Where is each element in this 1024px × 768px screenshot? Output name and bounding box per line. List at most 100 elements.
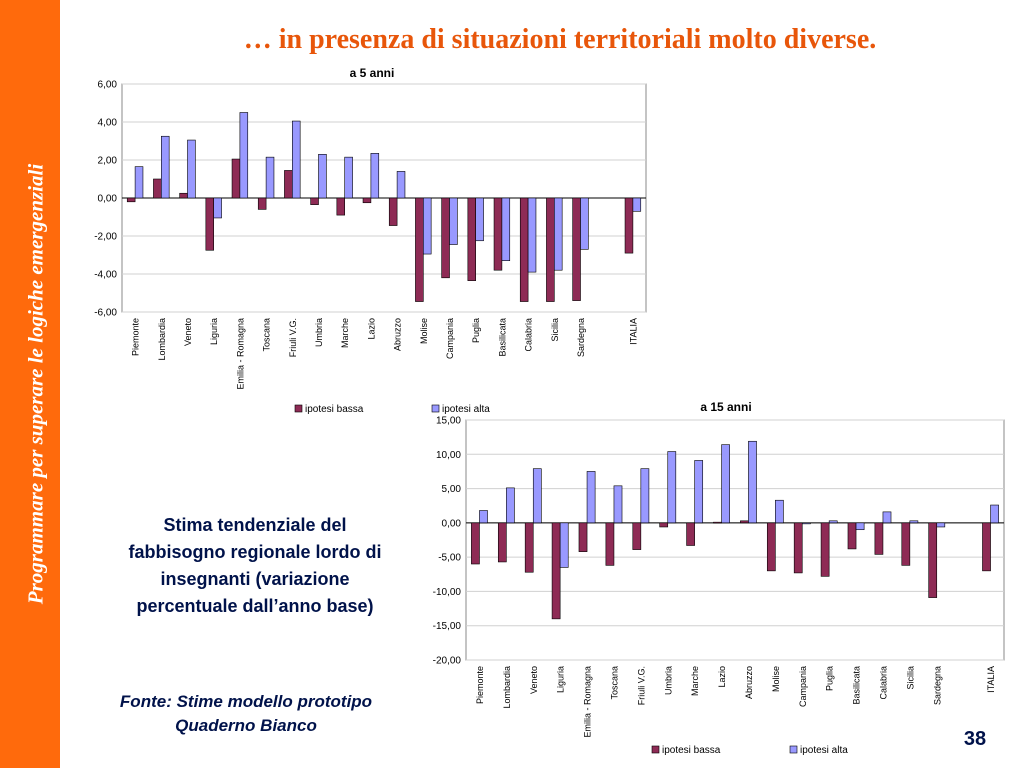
bar-ipotesi-alta — [213, 197, 222, 219]
x-tick-label: Sardegna — [932, 666, 942, 705]
x-tick-label: Umbria — [314, 318, 324, 347]
x-tick-label: ITALIA — [628, 318, 638, 345]
source-line: Fonte: Stime modello prototipo — [119, 692, 373, 711]
bar-ipotesi-bassa — [766, 522, 776, 572]
chart-15-anni: -20,00 -15,00 -10,00 -5,00 0,00 5,00 10,00 15,0… — [433, 400, 1005, 756]
bar-ipotesi-bassa — [605, 522, 615, 566]
bar-ipotesi-alta — [801, 522, 811, 525]
bar-ipotesi-alta — [559, 522, 569, 568]
bar-ipotesi-alta — [553, 197, 563, 271]
bar-ipotesi-bassa — [982, 522, 991, 572]
x-tick-label: Sardegna — [576, 318, 586, 357]
bar-ipotesi-bassa — [153, 178, 162, 199]
bar-ipotesi-alta — [586, 471, 596, 524]
bar-ipotesi-bassa — [820, 522, 830, 577]
bar-ipotesi-alta — [501, 197, 511, 262]
bar-ipotesi-bassa — [336, 197, 345, 216]
bar-ipotesi-bassa — [493, 197, 503, 271]
x-tick-label: Lombardia — [157, 318, 167, 361]
x-tick-label: Calabria — [878, 666, 888, 700]
bar-ipotesi-alta — [828, 520, 838, 524]
bar-ipotesi-alta — [161, 135, 170, 199]
bar-ipotesi-bassa — [546, 197, 555, 302]
x-tick-label: Friuli V.G. — [636, 666, 646, 705]
x-tick-label: Emilia - Romagna — [235, 318, 245, 390]
bar-ipotesi-alta — [632, 197, 642, 212]
bar-ipotesi-alta — [265, 156, 275, 199]
y-tick-label: 0,00 — [442, 518, 462, 529]
caption-line: percentuale dall’anno base) — [136, 596, 374, 616]
bar-ipotesi-bassa — [362, 197, 372, 204]
bar-ipotesi-bassa — [578, 522, 588, 552]
bar-ipotesi-bassa — [713, 521, 722, 524]
y-tick-label: -20,00 — [433, 656, 462, 667]
bar-ipotesi-bassa — [231, 158, 241, 199]
bar-ipotesi-alta — [527, 197, 537, 273]
bar-ipotesi-bassa — [632, 522, 642, 550]
sidebar-title: Programmare per superare le logiche emer… — [23, 163, 48, 605]
x-tick-label: Molise — [771, 666, 781, 692]
bar-ipotesi-alta — [134, 166, 144, 199]
bar-ipotesi-alta — [344, 156, 353, 199]
x-tick-label: Emilia - Romagna — [583, 666, 593, 738]
x-tick-label: Campania — [798, 666, 808, 707]
bar-ipotesi-bassa — [793, 522, 803, 574]
source-note: Fonte: Stime modello prototipo Quaderno … — [96, 690, 396, 738]
x-tick-label: Basilicata — [497, 318, 507, 357]
bar-ipotesi-alta — [532, 468, 542, 524]
legend-swatch — [789, 745, 798, 754]
y-tick-label: 6,00 — [98, 80, 118, 91]
x-tick-label: Liguria — [209, 318, 219, 345]
bar-ipotesi-bassa — [519, 197, 529, 302]
y-tick-label: 15,00 — [436, 416, 461, 427]
bar-ipotesi-alta — [422, 197, 432, 255]
bar-ipotesi-bassa — [740, 520, 749, 524]
x-tick-label: Marche — [690, 666, 700, 696]
bar-ipotesi-alta — [370, 153, 380, 199]
bar-ipotesi-alta — [449, 197, 458, 245]
bar-ipotesi-alta — [187, 139, 196, 199]
bar-ipotesi-alta — [475, 197, 484, 242]
source-line: Quaderno Bianco — [175, 716, 317, 735]
chart-caption: Stima tendenziale del fabbisogno regiona… — [105, 512, 405, 620]
bar-ipotesi-bassa — [497, 522, 507, 563]
chart-title: a 15 anni — [700, 400, 751, 414]
bar-ipotesi-bassa — [467, 197, 476, 281]
caption-line: insegnanti (variazione — [160, 569, 350, 589]
plot-area — [465, 419, 1005, 661]
caption-line: Stima tendenziale del — [163, 515, 347, 535]
bar-ipotesi-alta — [667, 451, 677, 524]
legend-label: ipotesi alta — [442, 404, 490, 415]
y-tick-label: 5,00 — [442, 484, 462, 495]
chart-title: a 5 anni — [350, 66, 395, 80]
legend-swatch — [651, 745, 660, 754]
x-tick-label: Puglia — [471, 318, 481, 343]
caption-line: fabbisogno regionale lordo di — [128, 542, 382, 562]
bar-ipotesi-bassa — [126, 197, 136, 203]
bar-ipotesi-alta — [479, 510, 488, 524]
x-tick-label: Liguria — [556, 666, 566, 693]
x-tick-label: Veneto — [529, 666, 539, 694]
legend-label: ipotesi bassa — [305, 404, 364, 415]
y-tick-label: -2,00 — [94, 232, 117, 243]
y-tick-label: -5,00 — [438, 553, 461, 564]
bar-ipotesi-bassa — [310, 197, 319, 205]
bar-ipotesi-alta — [721, 444, 730, 524]
x-tick-label: Campania — [445, 318, 455, 359]
bar-ipotesi-alta — [396, 171, 406, 199]
x-tick-label: Veneto — [183, 318, 193, 346]
legend-label: ipotesi alta — [800, 745, 848, 756]
x-tick-label: Molise — [419, 318, 429, 344]
bar-ipotesi-alta — [909, 520, 919, 524]
y-tick-label: -4,00 — [94, 270, 117, 281]
bar-ipotesi-alta — [855, 522, 865, 531]
bar-ipotesi-bassa — [874, 522, 884, 555]
bar-ipotesi-bassa — [624, 197, 634, 254]
bar-ipotesi-bassa — [659, 522, 669, 528]
bar-ipotesi-bassa — [901, 522, 911, 566]
bar-ipotesi-bassa — [388, 197, 398, 226]
legend-label: ipotesi bassa — [662, 745, 721, 756]
x-tick-label: Marche — [340, 318, 350, 348]
bar-ipotesi-alta — [640, 468, 650, 524]
y-tick-label: -6,00 — [94, 308, 117, 319]
